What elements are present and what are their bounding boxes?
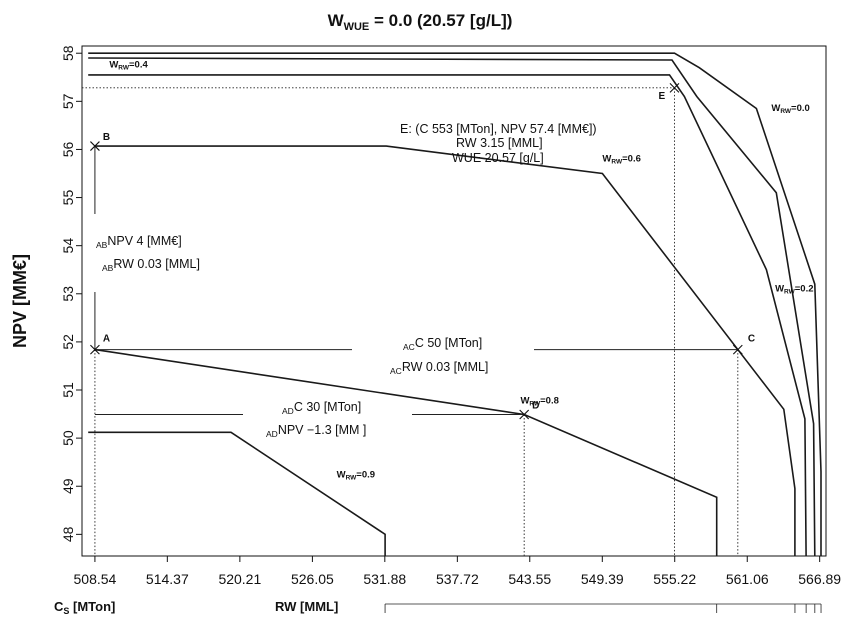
point-marker — [732, 344, 743, 355]
x-axis-label-cs: CS [MTon] — [54, 599, 115, 616]
y-tick-label: 55 — [60, 190, 76, 206]
x-tick-label: 561.06 — [726, 571, 769, 587]
point-label: D — [532, 401, 539, 412]
series-line — [88, 52, 822, 556]
x-tick-label: 566.89 — [798, 571, 841, 587]
point-marker — [669, 82, 680, 93]
x-tick-label: 520.21 — [218, 571, 261, 587]
y-axis-label: NPV [MM€] — [10, 254, 30, 348]
series-label: WRW=0.8 — [520, 395, 558, 407]
series-line — [88, 57, 816, 556]
annotation-ac-c: ACC 50 [MTon] — [403, 336, 482, 352]
annotation-ad-npv: ADNPV −1.3 [MM ] — [266, 423, 366, 439]
x-tick-label: 531.88 — [363, 571, 406, 587]
x-tick-label: 514.37 — [146, 571, 189, 587]
x-tick-label: 508.54 — [74, 571, 117, 587]
annotation-ad-c: ADC 30 [MTon] — [282, 400, 361, 416]
x-tick-label: 543.55 — [508, 571, 551, 587]
series-line — [94, 348, 718, 556]
x-tick-label: 526.05 — [291, 571, 334, 587]
series-line — [88, 431, 386, 556]
series-line — [94, 145, 796, 556]
point-label: B — [103, 132, 110, 143]
series-label: WRW=0.6 — [602, 153, 640, 165]
annotation-e-line3: WUE 20.57 [g/L] — [452, 151, 544, 165]
point-marker — [90, 344, 100, 355]
plot-area — [82, 52, 822, 556]
y-tick-label: 53 — [60, 286, 76, 302]
y-tick-label: 58 — [60, 45, 76, 61]
y-tick-label: 54 — [60, 238, 76, 254]
annotation-ab-npv: ABNPV 4 [MM€] — [96, 234, 182, 250]
x-tick-label: 549.39 — [581, 571, 624, 587]
x-tick-label: 555.22 — [653, 571, 696, 587]
series-label: WRW=0.2 — [775, 283, 813, 295]
y-tick-label: 51 — [60, 382, 76, 398]
series-line — [88, 74, 807, 556]
x-tick-label: 537.72 — [436, 571, 479, 587]
annotation-e-line1: E: (C 553 [MTon], NPV 57.4 [MM€]) — [400, 122, 597, 136]
series-label: WRW=0.0 — [771, 103, 809, 115]
y-tick-label: 52 — [60, 334, 76, 350]
point-marker — [519, 409, 530, 420]
y-tick-label: 50 — [60, 430, 76, 446]
point-label: E — [658, 91, 665, 102]
annotation-ac-rw: ACRW 0.03 [MML] — [390, 360, 488, 376]
chart-title: WWUE = 0.0 (20.57 [g/L]) — [328, 11, 513, 33]
y-tick-label: 49 — [60, 478, 76, 494]
point-label: C — [748, 334, 755, 345]
series-label: WRW=0.9 — [337, 470, 375, 482]
y-tick-label: 48 — [60, 526, 76, 542]
annotation-ab-rw: ABRW 0.03 [MML] — [102, 257, 200, 273]
x-axis-label-rw: RW [MML] — [275, 599, 338, 614]
series-label: WRW=0.4 — [109, 60, 148, 72]
y-tick-label: 57 — [60, 93, 76, 109]
point-marker — [90, 141, 100, 151]
point-label: A — [103, 334, 110, 345]
y-tick-label: 56 — [60, 141, 76, 157]
plot-frame — [81, 45, 827, 557]
annotation-e-line2: RW 3.15 [MML] — [456, 136, 543, 150]
